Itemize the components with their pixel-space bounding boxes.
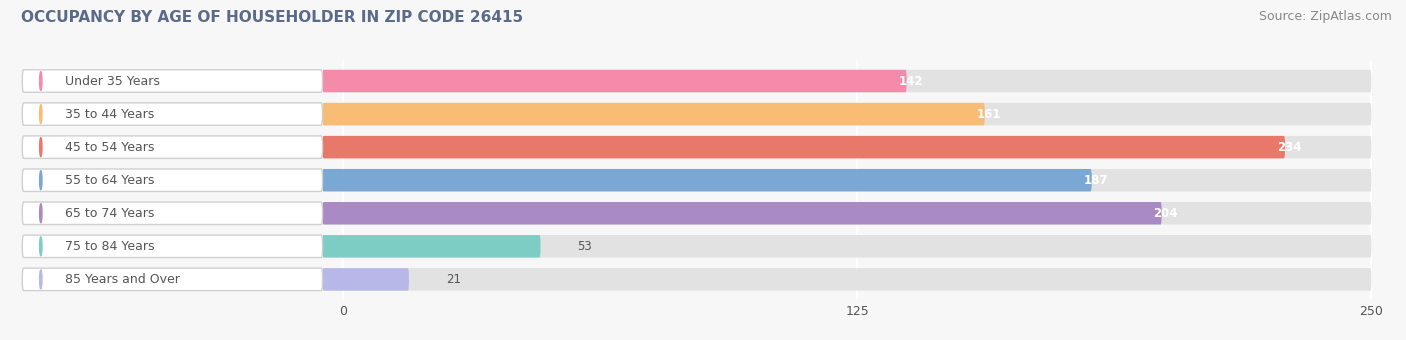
FancyBboxPatch shape	[22, 235, 322, 258]
FancyBboxPatch shape	[22, 103, 322, 125]
Circle shape	[39, 237, 42, 256]
Text: 75 to 84 Years: 75 to 84 Years	[66, 240, 155, 253]
Circle shape	[39, 138, 42, 157]
FancyBboxPatch shape	[322, 136, 1285, 158]
FancyBboxPatch shape	[322, 70, 1371, 92]
Text: 204: 204	[1153, 207, 1178, 220]
FancyBboxPatch shape	[322, 103, 1371, 125]
Text: 142: 142	[898, 74, 924, 87]
FancyBboxPatch shape	[322, 169, 1371, 191]
Circle shape	[39, 204, 42, 223]
Text: OCCUPANCY BY AGE OF HOUSEHOLDER IN ZIP CODE 26415: OCCUPANCY BY AGE OF HOUSEHOLDER IN ZIP C…	[21, 10, 523, 25]
FancyBboxPatch shape	[322, 268, 1371, 291]
Text: 187: 187	[1084, 174, 1108, 187]
FancyBboxPatch shape	[322, 103, 984, 125]
FancyBboxPatch shape	[22, 202, 322, 224]
FancyBboxPatch shape	[322, 235, 540, 258]
Text: 65 to 74 Years: 65 to 74 Years	[66, 207, 155, 220]
FancyBboxPatch shape	[322, 70, 907, 92]
FancyBboxPatch shape	[322, 202, 1371, 224]
FancyBboxPatch shape	[322, 268, 409, 291]
FancyBboxPatch shape	[322, 202, 1161, 224]
Text: Under 35 Years: Under 35 Years	[66, 74, 160, 87]
Text: 45 to 54 Years: 45 to 54 Years	[66, 141, 155, 154]
Text: 21: 21	[446, 273, 461, 286]
FancyBboxPatch shape	[22, 268, 322, 291]
Circle shape	[39, 171, 42, 190]
Text: 161: 161	[977, 107, 1001, 121]
FancyBboxPatch shape	[22, 169, 322, 191]
Circle shape	[39, 72, 42, 90]
FancyBboxPatch shape	[322, 169, 1091, 191]
FancyBboxPatch shape	[322, 235, 1371, 258]
Text: Source: ZipAtlas.com: Source: ZipAtlas.com	[1258, 10, 1392, 23]
Text: 234: 234	[1277, 141, 1302, 154]
Circle shape	[39, 270, 42, 289]
FancyBboxPatch shape	[22, 70, 322, 92]
FancyBboxPatch shape	[322, 136, 1371, 158]
Circle shape	[39, 105, 42, 123]
Text: 53: 53	[578, 240, 592, 253]
Text: 85 Years and Over: 85 Years and Over	[66, 273, 180, 286]
Text: 55 to 64 Years: 55 to 64 Years	[66, 174, 155, 187]
FancyBboxPatch shape	[22, 136, 322, 158]
Text: 35 to 44 Years: 35 to 44 Years	[66, 107, 155, 121]
